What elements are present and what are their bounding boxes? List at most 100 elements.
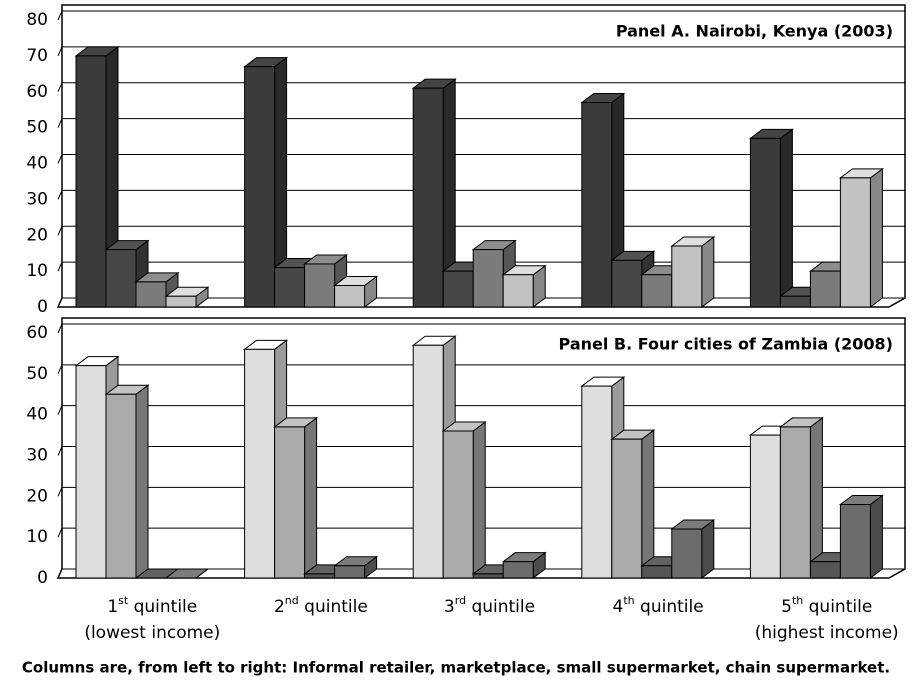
bar-front <box>304 573 336 579</box>
y-tick-label: 60 <box>26 82 48 102</box>
bar-front <box>274 426 306 579</box>
y-tick-label: 50 <box>26 364 48 384</box>
bar-front <box>839 504 871 579</box>
bar <box>580 92 626 308</box>
bar <box>778 416 824 579</box>
bar <box>670 519 716 579</box>
bar-side <box>779 128 793 308</box>
bar-front <box>105 393 137 579</box>
bar-side <box>472 421 486 579</box>
bar <box>748 128 794 308</box>
bar-front <box>412 87 444 308</box>
bar-front <box>472 249 504 308</box>
y-tick-label: 40 <box>26 154 48 174</box>
grid-line <box>57 323 905 334</box>
bar <box>104 384 150 579</box>
bar-front <box>135 281 167 308</box>
bar <box>411 78 457 308</box>
bar-front <box>165 295 197 308</box>
bar-front <box>809 561 841 579</box>
bar-front <box>749 137 781 308</box>
y-tick-label: 40 <box>26 405 48 425</box>
bar-side <box>869 494 883 579</box>
bar <box>838 494 884 579</box>
bar-front <box>304 263 336 308</box>
bar-front <box>671 528 703 579</box>
y-tick-label: 10 <box>26 527 48 547</box>
bar <box>104 239 150 308</box>
y-tick-label: 80 <box>26 10 48 30</box>
bar-front <box>641 565 673 579</box>
bar-front <box>75 365 107 579</box>
grid-line <box>57 405 905 415</box>
bar-front <box>105 249 137 308</box>
y-tick-label: 70 <box>26 46 48 66</box>
bar <box>501 264 547 308</box>
y-tick-label: 30 <box>26 189 48 209</box>
grid-line <box>57 10 905 21</box>
bar-front <box>472 573 504 579</box>
grid-line <box>57 364 905 375</box>
bar-front <box>334 284 366 308</box>
bar-side <box>135 384 149 579</box>
bar <box>501 551 547 579</box>
bar-front <box>442 270 474 308</box>
bar-side <box>701 519 715 579</box>
y-tick-label: 20 <box>26 486 48 506</box>
bar <box>333 275 379 308</box>
x-tick-label: 2nd quintile <box>274 594 368 617</box>
caption: Columns are, from left to right: Informa… <box>22 659 890 677</box>
bar-front <box>244 348 276 579</box>
bar-front <box>839 177 871 308</box>
bar <box>243 56 289 308</box>
bar <box>164 286 210 308</box>
bar-front <box>671 245 703 308</box>
bar <box>838 167 884 308</box>
bar-front <box>581 385 613 579</box>
bar <box>441 421 487 579</box>
bar-front <box>779 426 811 579</box>
bar-front <box>611 438 643 579</box>
bar-front <box>412 344 444 579</box>
y-tick-label: 0 <box>37 568 48 588</box>
x-tick-label: 4th quintile <box>613 594 704 617</box>
bar-front <box>809 270 841 308</box>
y-tick-label: 50 <box>26 118 48 138</box>
bar <box>670 236 716 308</box>
bar-side <box>701 236 715 308</box>
y-tick-label: 30 <box>26 446 48 466</box>
bar-front <box>334 565 366 579</box>
grid-line <box>57 118 905 128</box>
bar <box>273 416 319 579</box>
y-tick-label: 0 <box>37 297 48 317</box>
bar-front <box>502 561 534 579</box>
y-tick-label: 10 <box>26 261 48 281</box>
bar-front <box>611 259 643 308</box>
bar-top <box>164 568 210 579</box>
bar-front <box>274 267 306 308</box>
bar-front <box>581 102 613 308</box>
bar-side <box>869 167 883 308</box>
x-tick-label: 1st quintile (lowest income) <box>84 594 220 643</box>
bar-front <box>244 66 276 308</box>
bar-front <box>641 274 673 308</box>
bar-front <box>749 434 781 579</box>
bar <box>610 429 656 579</box>
bar-side <box>304 416 318 579</box>
bar-front <box>442 430 474 579</box>
bar <box>333 555 379 579</box>
x-tick-label: 3rd quintile <box>444 594 535 617</box>
bar-front <box>779 295 811 308</box>
bar <box>74 45 120 308</box>
bar-front <box>75 55 107 308</box>
panel-title: Panel A. Nairobi, Kenya (2003) <box>616 22 893 41</box>
panel-title: Panel B. Four cities of Zambia (2008) <box>559 335 893 354</box>
x-tick-label: 5th quintile (highest income) <box>755 594 899 643</box>
bar-front <box>502 274 534 308</box>
bar-side <box>641 429 655 579</box>
y-tick-label: 60 <box>26 323 48 343</box>
grid-line <box>57 82 905 92</box>
y-tick-label: 20 <box>26 225 48 245</box>
grid-line <box>57 46 905 57</box>
